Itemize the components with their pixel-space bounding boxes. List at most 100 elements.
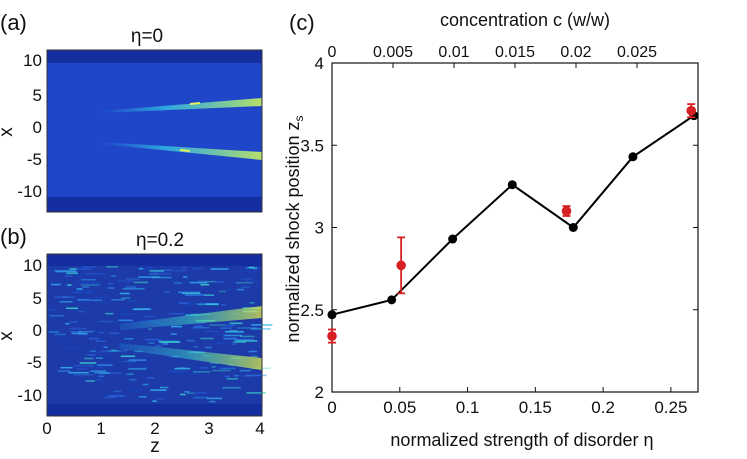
heatmap-b-speckle-cell [125, 278, 140, 280]
heatmap-b-speckle-cell [215, 281, 225, 283]
heatmap-b-speckle-cell [152, 400, 157, 402]
heatmap-b-speckle-cell [81, 266, 97, 268]
heatmap-b-speckle-cell [171, 325, 182, 328]
heatmap-b-speckle-cell [200, 337, 214, 340]
heatmap-b-speckle-cell [117, 360, 123, 363]
heatmap-b-speckle-cell [211, 366, 216, 368]
heatmap-b-speckle-cell [57, 370, 71, 372]
heatmap-b-speckle-cell [232, 341, 247, 343]
heatmap-b-speckle-cell [78, 310, 85, 313]
heatmap-b-speckle-cell [164, 291, 170, 293]
heatmap-b-speckle-cell [98, 331, 104, 334]
heatmap-b-speckle-cell [223, 334, 242, 337]
heatmap-b-speckle-cell [184, 280, 206, 283]
heatmap-b-speckle-cell [206, 397, 222, 400]
heatmap-b-speckle-cell [111, 275, 117, 277]
heatmap-b-speckle-cell [138, 276, 160, 278]
heatmap-b-speckle-cell [159, 341, 181, 343]
heatmap-b-speckle-cell [223, 337, 237, 340]
heatmap-b-speckle-cell [86, 354, 96, 356]
heatmap-b-speckle-cell [89, 350, 96, 352]
panel-a-title: η=0 [131, 26, 163, 47]
panel-c-xtick-label: 0 [327, 398, 336, 417]
heatmap-b-speckle-cell [126, 373, 134, 376]
panel-c-xtick-label: 0.15 [519, 398, 552, 417]
heatmap-b-speckle-cell [120, 313, 142, 315]
panel-b-x-axis: 0 1 2 3 4 [42, 419, 264, 438]
panel-c-ytick-label: 3.5 [300, 136, 324, 155]
heatmap-b-speckle-cell [245, 280, 258, 282]
heatmap-b-speckle-cell [186, 392, 195, 394]
heatmap-b-speckle-cell [95, 351, 116, 353]
heatmap-b-speckle-cell [241, 278, 252, 280]
heatmap-b-speckle-cell [205, 346, 212, 349]
heatmap-b-speckle-cell [154, 296, 161, 298]
heatmap-b-speckle-cell [100, 350, 108, 352]
heatmap-b-speckle-cell [193, 396, 209, 399]
heatmap-b-speckle-cell [246, 374, 267, 377]
heatmap-b-speckle-cell [226, 323, 232, 326]
panel-c-ylabel-main: normalized shock position z [283, 121, 303, 342]
heatmap-b-speckle-cell [240, 286, 251, 289]
heatmap-b-speckle-cell [233, 374, 239, 377]
heatmap-b-lower-branch [120, 343, 262, 370]
heatmap-b-speckle-cell [67, 284, 72, 286]
heatmap-b-speckle-cell [107, 395, 126, 397]
heatmap-b-speckle-cell [173, 282, 182, 284]
panel-a-ytick: 10 [23, 51, 42, 70]
heatmap-b-speckle-cell [209, 400, 216, 403]
heatmap-b-speckle-cell [117, 280, 135, 282]
heatmap-b-speckle-cell [218, 334, 225, 336]
heatmap-b-speckle-cell [138, 267, 144, 270]
heatmap-b-speckle-cell [151, 276, 172, 279]
heatmap-b-speckle-cell [82, 286, 90, 288]
heatmap-b-speckle-cell [226, 378, 238, 380]
heatmap-b-speckle-cell [178, 291, 200, 294]
heatmap-b-speckle-cell [219, 367, 236, 370]
heatmap-b-speckle-cell [52, 339, 72, 341]
heatmap-b-speckle-cell [193, 346, 199, 348]
heatmap-b-speckle-cell [94, 372, 111, 374]
heatmap-b-speckle-cell [122, 287, 145, 290]
panel-c-top-tick-label: 0.01 [438, 44, 469, 61]
heatmap-b-speckle-cell [222, 386, 241, 389]
heatmap-b-speckle-cell [68, 371, 89, 374]
heatmap-b-speckle-cell [59, 300, 73, 303]
heatmap-b-speckle-cell [186, 339, 195, 342]
heatmap-b-speckle-cell [116, 392, 128, 394]
heatmap-b-speckle-cell [234, 339, 254, 341]
panel-c-top-tick-label: 0 [328, 44, 337, 61]
heatmap-b-speckle-cell [103, 346, 108, 348]
heatmap-b-speckle-cell [146, 377, 155, 379]
panel-c-ytick-label: 4 [315, 54, 324, 73]
panel-b-xlabel: z [150, 436, 160, 457]
panel-b-xtick: 0 [42, 419, 51, 438]
heatmap-b-speckle-cell [162, 343, 169, 345]
heatmap-a-frame [46, 49, 263, 213]
series-experiment-point [327, 331, 337, 341]
heatmap-b-speckle-cell [118, 319, 133, 322]
heatmap-b-speckle-cell [213, 366, 235, 369]
heatmap-b-speckle-cell [207, 391, 213, 393]
panel-b-ylabel: x [0, 331, 17, 341]
panel-b-y-axis: 10 5 0 -5 -10 [17, 256, 42, 405]
heatmap-b-speckle-cell [128, 359, 146, 361]
heatmap-b-speckle-cell [113, 390, 121, 393]
heatmap-b-speckle-cell [75, 282, 95, 284]
heatmap-b-speckle-cell [239, 369, 251, 372]
heatmap-b-speckle-cell [236, 288, 245, 291]
heatmap-b-speckle-cell [121, 320, 137, 323]
heatmap-b-speckle-cell [169, 312, 185, 315]
heatmap-b-speckle-cell [69, 321, 78, 323]
heatmap-b-speckle-cell [183, 276, 188, 278]
heatmap-b-speckle-cell [69, 268, 77, 270]
heatmap-a-field [47, 63, 262, 197]
heatmap-b-speckle-cell [148, 342, 155, 344]
panel-c-xtick-label: 0.1 [456, 398, 480, 417]
panel-b-ytick: 10 [23, 256, 42, 275]
heatmap-b-speckle-cell [106, 372, 123, 374]
panel-b-xtick: 2 [150, 419, 159, 438]
heatmap-b-speckle-cell [48, 308, 59, 311]
heatmap-b-speckle-cell [219, 327, 232, 329]
